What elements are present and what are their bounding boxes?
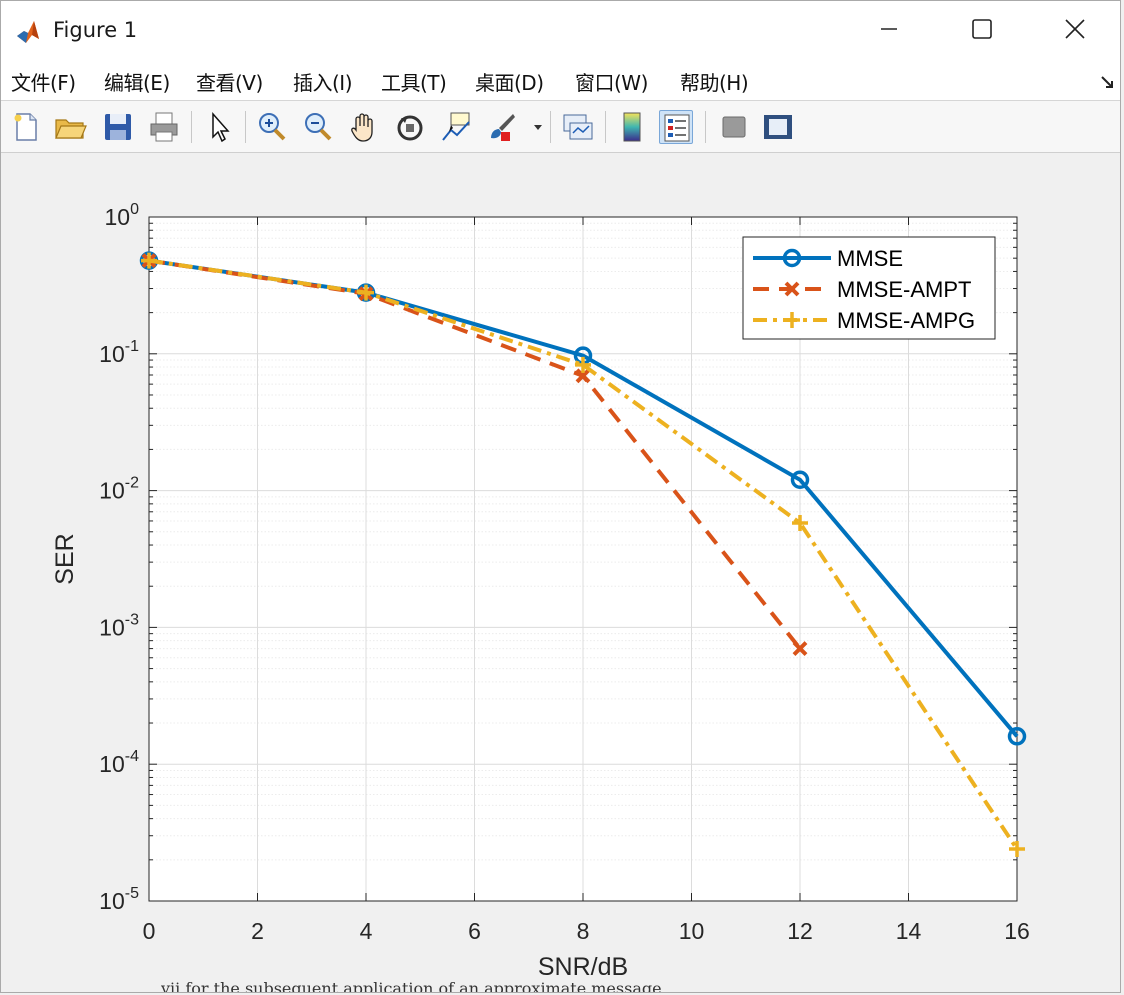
x-tick-label: 0 [143, 918, 156, 944]
data-point [792, 641, 808, 657]
menu-bar: 文件(F) 编辑(E) 查看(V) 插入(I) 工具(T) 桌面(D) 窗口(W… [1, 61, 1120, 101]
menu-window[interactable]: 窗口(W) [575, 71, 648, 95]
series-line [148, 258, 802, 650]
data-point [1007, 727, 1027, 746]
y-tick-label: 10-1 [99, 338, 139, 367]
legend-marker [782, 248, 802, 268]
x-tick-label: 4 [360, 918, 373, 944]
toolbar-separator [550, 111, 551, 143]
zoom-in-icon[interactable] [255, 110, 289, 144]
background-document-text: vii for the subsequent application of an… [161, 979, 662, 993]
legend-marker [784, 312, 800, 328]
minimize-icon [879, 19, 899, 43]
x-tick-label: 16 [1004, 918, 1030, 944]
data-cursor-icon[interactable] [439, 110, 473, 144]
save-icon[interactable] [101, 110, 135, 144]
x-tick-label: 12 [787, 918, 813, 944]
x-tick-label: 10 [679, 918, 705, 944]
pan-hand-icon[interactable] [347, 110, 381, 144]
toolbar-separator [705, 111, 706, 143]
y-tick-label: 100 [105, 201, 140, 230]
legend-label: MMSE [837, 246, 903, 271]
series-line [148, 258, 1019, 851]
x-tick-label: 14 [896, 918, 922, 944]
title-bar[interactable]: Figure 1 [1, 1, 1120, 61]
legend: MMSE MMSE-AMPT MMSE-AMPG [742, 236, 996, 340]
legend-label: MMSE-AMPT [837, 277, 971, 302]
hide-plot-tools-icon[interactable] [717, 110, 751, 144]
data-point [141, 252, 157, 269]
show-plot-tools-icon[interactable] [761, 110, 795, 144]
data-point [575, 356, 591, 373]
x-tick-label: 6 [468, 918, 481, 944]
toolbar-separator [245, 111, 246, 143]
data-point [358, 284, 374, 301]
toolbar-separator [605, 111, 606, 143]
rotate-3d-icon[interactable] [393, 110, 427, 144]
figure-toolbar [1, 101, 1120, 153]
link-plot-icon[interactable] [561, 110, 595, 144]
maximize-icon [971, 18, 993, 44]
zoom-out-icon[interactable] [301, 110, 335, 144]
toolbar-separator [191, 111, 192, 143]
y-tick-label: 10-5 [99, 885, 139, 914]
data-point [790, 470, 810, 490]
data-point [1009, 840, 1025, 857]
y-tick-label: 10-2 [99, 475, 139, 504]
series-line [148, 258, 1019, 738]
close-button[interactable] [1029, 1, 1120, 61]
figure-canvas: 0 2 4 6 8 10 12 14 16 100 10-1 10-2 10-3 10-4 10-5 SNR/… [1, 153, 1120, 992]
window-title: Figure 1 [53, 18, 138, 42]
brush-icon[interactable] [485, 110, 519, 144]
open-file-icon[interactable] [53, 110, 87, 144]
legend-marker [784, 281, 800, 297]
data-point [792, 514, 808, 531]
menu-help[interactable]: 帮助(H) [680, 71, 749, 95]
colorbar-icon[interactable] [615, 110, 649, 144]
legend-label: MMSE-AMPG [837, 308, 975, 333]
matlab-logo-icon [15, 19, 41, 45]
y-tick-label: 10-4 [99, 748, 139, 777]
axes-box [148, 216, 1018, 902]
ser-chart: 0 2 4 6 8 10 12 14 16 100 10-1 10-2 10-3 10-4 10-5 SNR/… [51, 201, 1030, 981]
x-tick-label: 2 [251, 918, 264, 944]
y-tick-label: 10-3 [99, 611, 139, 640]
menu-tools[interactable]: 工具(T) [381, 71, 447, 95]
menu-insert[interactable]: 插入(I) [293, 71, 353, 95]
dock-arrow-icon[interactable] [1099, 73, 1117, 91]
menu-edit[interactable]: 编辑(E) [104, 71, 170, 95]
y-axis-label: SER [51, 533, 79, 584]
data-point [575, 368, 591, 384]
minimize-button[interactable] [843, 1, 935, 61]
x-axis-label: SNR/dB [538, 953, 628, 981]
series-mmse-ampg [141, 252, 1025, 857]
print-icon[interactable] [147, 110, 181, 144]
menu-file[interactable]: 文件(F) [11, 71, 76, 95]
x-tick-label: 8 [577, 918, 590, 944]
pointer-icon[interactable] [203, 110, 237, 144]
legend-icon[interactable] [659, 110, 693, 144]
menu-view[interactable]: 查看(V) [196, 71, 263, 95]
close-icon [1064, 18, 1086, 44]
new-figure-icon[interactable] [9, 110, 43, 144]
menu-desktop[interactable]: 桌面(D) [475, 71, 544, 95]
maximize-button[interactable] [936, 1, 1028, 61]
grid [148, 216, 1018, 902]
brush-dropdown-icon[interactable] [531, 110, 545, 144]
